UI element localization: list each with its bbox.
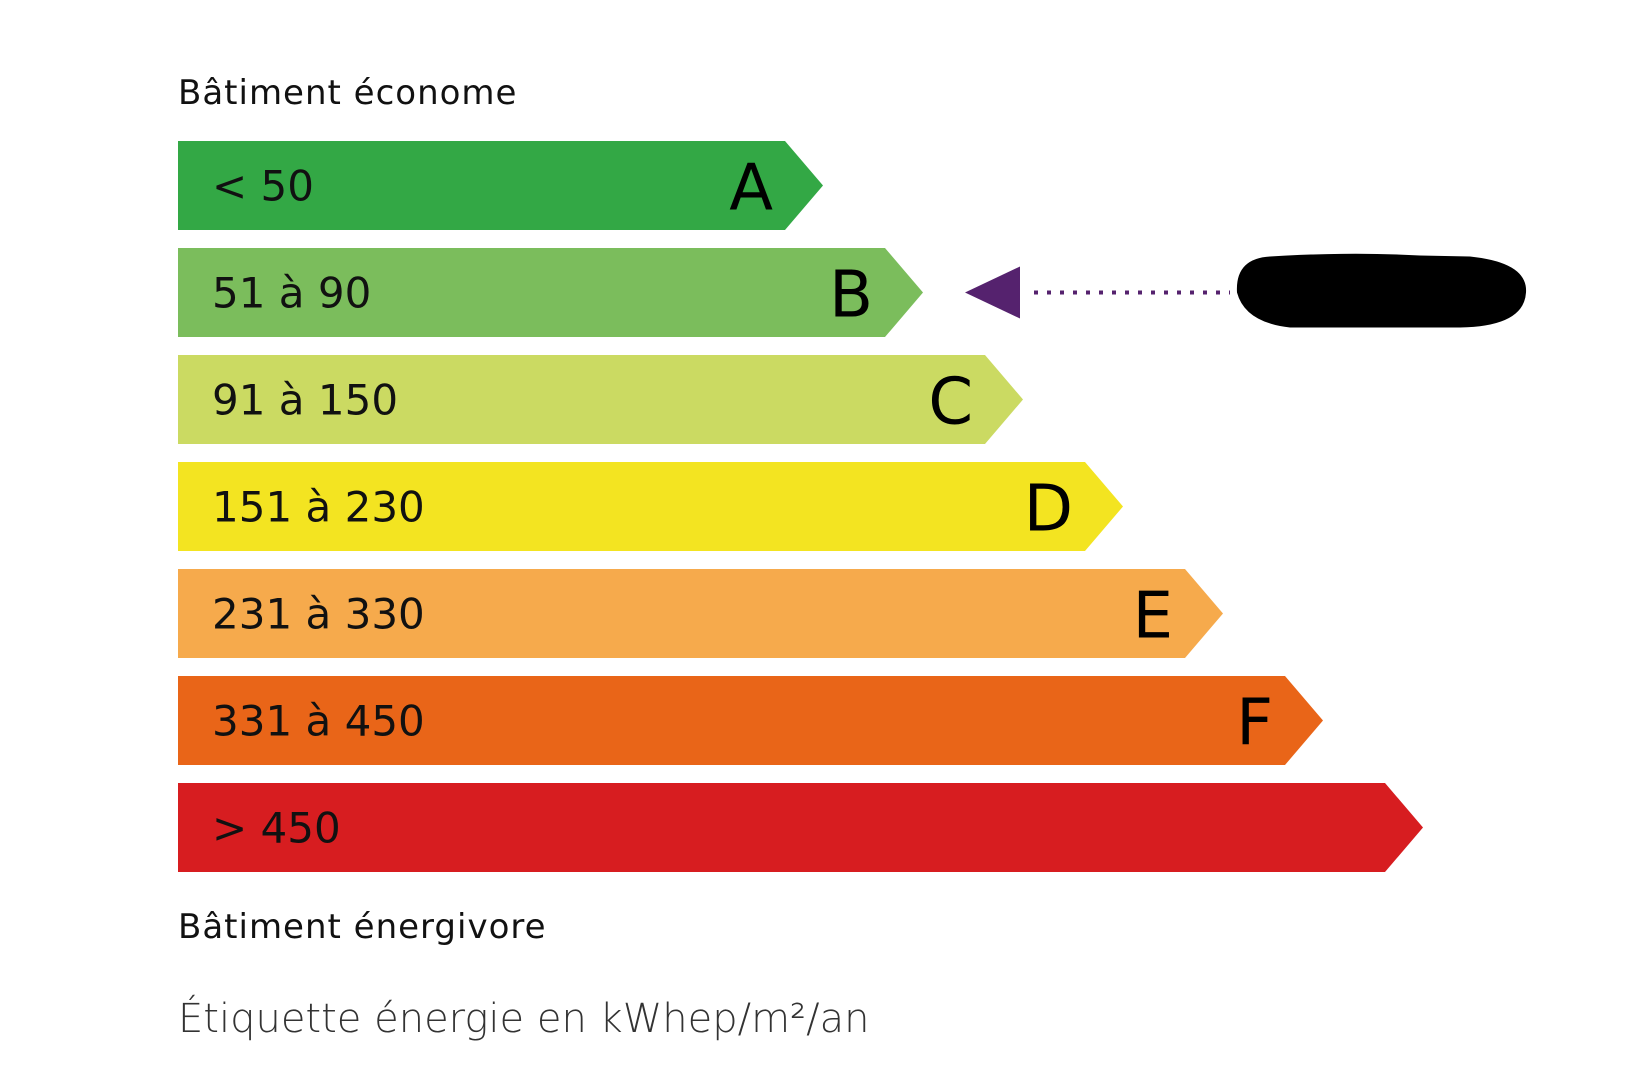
class-bar xyxy=(178,569,1223,658)
class-letter: A xyxy=(729,152,773,226)
class-range: 231 à 330 xyxy=(212,590,425,639)
energy-class-d: 151 à 230 D xyxy=(178,462,1123,551)
unit-label: Étiquette énergie en kWhep/m²/an xyxy=(178,994,869,1042)
class-bar xyxy=(178,676,1323,765)
class-bar xyxy=(178,783,1423,872)
class-letter: C xyxy=(928,366,973,440)
class-bar xyxy=(178,248,923,337)
class-range: 331 à 450 xyxy=(212,697,425,746)
class-letter: F xyxy=(1236,687,1273,761)
class-bar xyxy=(178,355,1023,444)
energy-class-c: 91 à 150 C xyxy=(178,355,1023,444)
class-range: 91 à 150 xyxy=(212,376,398,425)
energy-class-g: > 450 xyxy=(178,783,1423,872)
energy-class-f: 331 à 450 F xyxy=(178,676,1323,765)
class-letter: E xyxy=(1133,580,1173,654)
class-range: 51 à 90 xyxy=(212,269,371,318)
energy-class-e: 231 à 330 E xyxy=(178,569,1223,658)
class-range: < 50 xyxy=(212,162,314,211)
class-range: > 450 xyxy=(212,804,341,853)
class-range: 151 à 230 xyxy=(212,483,425,532)
class-bar xyxy=(178,141,823,230)
energy-class-b: 51 à 90 B xyxy=(178,248,923,337)
rating-indicator xyxy=(965,253,1527,328)
redacted-value-blob xyxy=(1236,253,1527,328)
bottom-label: Bâtiment énergivore xyxy=(178,907,547,947)
class-bar xyxy=(178,462,1123,551)
top-label: Bâtiment économe xyxy=(178,73,517,113)
class-letter: B xyxy=(829,259,873,333)
energy-class-a: < 50 A xyxy=(178,141,823,230)
class-letter: D xyxy=(1024,473,1073,547)
arrow-left-icon xyxy=(965,266,1020,319)
